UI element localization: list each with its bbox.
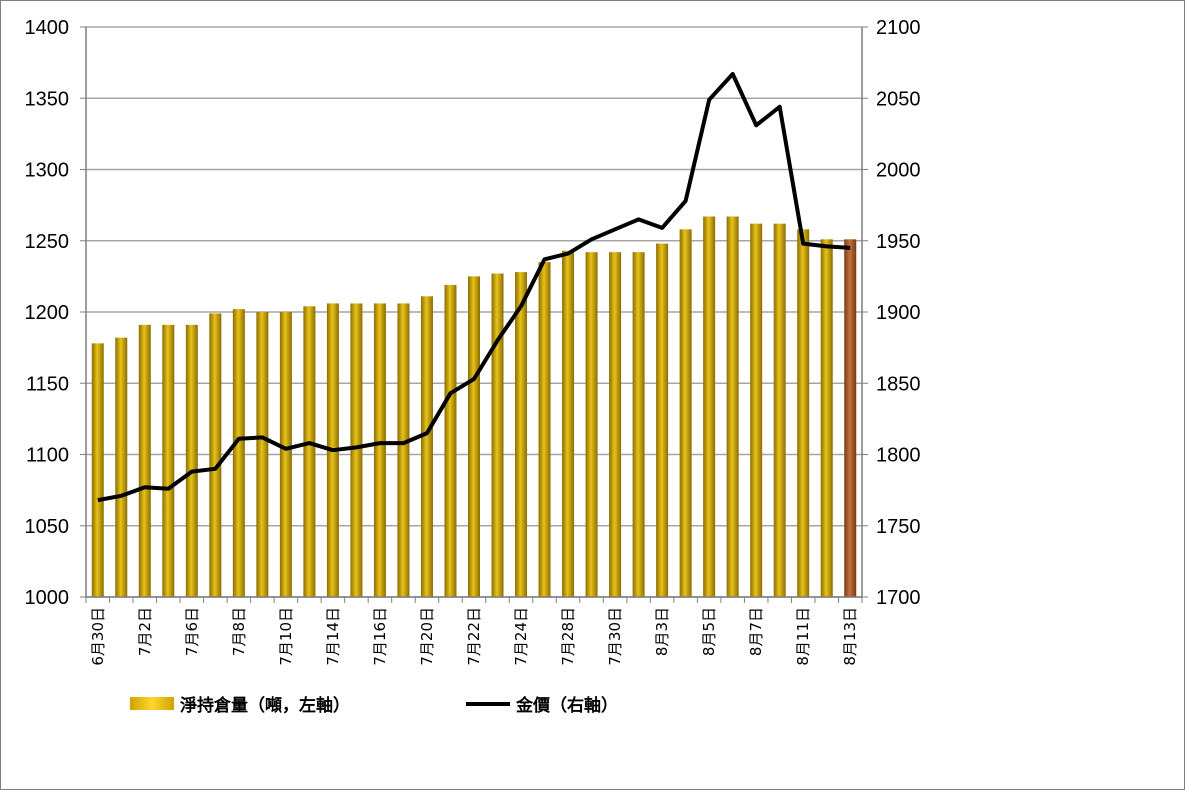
y-left-tick-label: 1150 [26,373,69,395]
bars [91,216,857,597]
bar-9 [303,306,316,597]
y-right-tick-label: 2000 [876,160,921,182]
y-left-tick-label: 1000 [25,587,70,609]
x-tick-label: 8月13日 [841,607,859,666]
x-tick-label: 7月6日 [183,607,201,656]
bar-0 [91,343,104,597]
y-left-tick-label: 1200 [25,302,70,324]
bar-11 [350,303,363,597]
x-tick-label: 7月28日 [559,607,577,666]
bar-21 [585,252,598,597]
bar-19 [538,262,551,597]
legend-bar-swatch [130,697,174,710]
legend: 淨持倉量（噸，左軸） 金價（右軸） [130,695,618,716]
price-line-path [97,72,851,503]
bar-23 [632,252,645,597]
left-axis-ticks: 1000 1050 1100 1150 1200 1250 1300 1350 1400 [25,17,70,609]
bar-32 [844,239,857,597]
x-tick-label: 7月2日 [136,607,154,656]
y-left-tick-label: 1100 [26,445,69,467]
bar-25 [679,229,692,597]
bar-26 [703,216,716,597]
bar-5 [209,313,222,597]
bar-14 [420,296,433,597]
y-left-tick-label: 1300 [25,160,70,182]
bar-2 [138,324,151,597]
y-left-tick-label: 1250 [25,231,70,253]
right-axis-ticks: 1700 1750 1800 1850 1900 1950 2000 2050 2100 [876,17,921,609]
legend-bar-label: 淨持倉量（噸，左軸） [180,695,350,716]
y-right-tick-label: 1800 [876,445,921,467]
bar-4 [185,324,198,597]
bar-3 [162,324,175,597]
bar-7 [256,312,269,597]
bar-15 [444,284,457,597]
axes [80,26,868,603]
y-right-tick-label: 1950 [876,231,921,253]
bar-20 [562,250,575,597]
bar-28 [750,223,763,597]
x-tick-label: 7月24日 [512,607,530,666]
bar-6 [232,309,245,597]
x-tick-label: 7月30日 [606,607,624,666]
bar-24 [656,243,669,597]
bar-13 [397,303,410,597]
bar-27 [726,216,739,597]
y-right-tick-label: 2100 [876,17,921,39]
bar-12 [373,303,386,597]
x-tick-label: 7月16日 [371,607,389,666]
bar-22 [609,252,622,597]
bar-16 [468,276,480,597]
bar-31 [820,239,833,597]
bar-29 [773,223,786,597]
bar-17 [491,273,504,597]
y-right-tick-label: 1850 [876,373,921,395]
x-tick-label: 7月22日 [465,607,483,666]
legend-line-label: 金價（右軸） [515,695,618,716]
x-tick-label: 7月8日 [230,607,248,656]
y-left-tick-label: 1050 [25,516,70,538]
y-left-tick-label: 1400 [25,17,70,39]
y-right-tick-label: 1750 [876,516,921,538]
x-tick-label: 8月11日 [794,607,812,666]
x-tick-label: 6月30日 [89,607,107,666]
price-line [97,72,851,503]
x-tick-label: 7月14日 [324,607,342,666]
y-right-tick-label: 1700 [876,587,921,609]
x-tick-label: 7月20日 [418,607,436,666]
x-axis-ticks: 6月30日 7月2日 7月6日 7月8日 7月10日 7月14日 7月16日 7月20日 7月2… [89,607,859,666]
bar-30 [797,229,810,597]
x-tick-label: 8月7日 [747,607,765,656]
y-right-tick-label: 2050 [876,88,921,110]
y-right-tick-label: 1900 [876,302,921,324]
bar-18 [515,272,528,597]
bar-1 [115,337,128,597]
x-tick-label: 8月5日 [700,607,718,656]
y-left-tick-label: 1350 [25,88,70,110]
x-tick-label: 8月3日 [653,607,671,656]
x-tick-label: 7月10日 [277,607,295,666]
bar-8 [279,312,292,597]
